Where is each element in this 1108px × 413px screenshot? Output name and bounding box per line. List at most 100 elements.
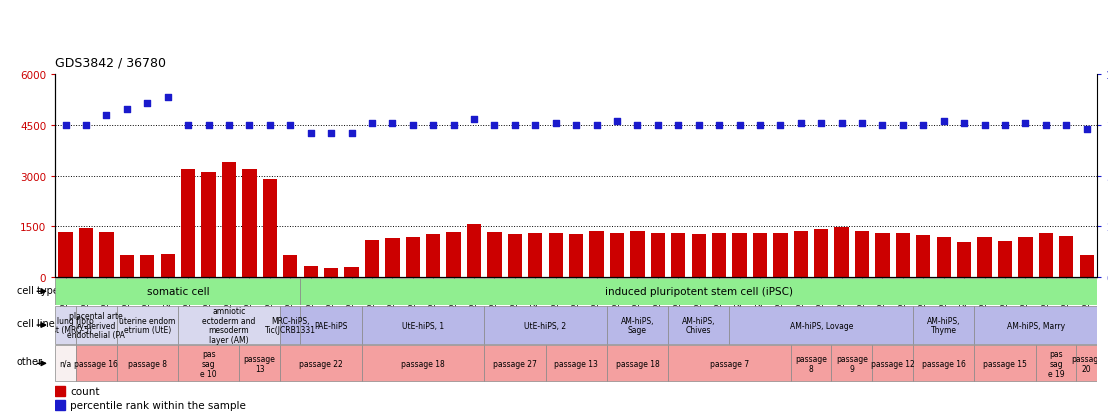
Point — [506, 122, 524, 129]
Bar — [668, 306, 729, 344]
Point — [363, 121, 381, 127]
Bar — [239, 346, 280, 381]
Point — [404, 122, 422, 129]
Point — [526, 122, 544, 129]
Bar — [484, 346, 545, 381]
Bar — [466, 224, 481, 278]
Bar — [875, 233, 890, 278]
Text: induced pluripotent stem cell (iPSC): induced pluripotent stem cell (iPSC) — [605, 287, 792, 297]
Point — [444, 122, 462, 129]
Bar — [361, 346, 484, 381]
Point — [567, 122, 585, 129]
Bar — [55, 400, 64, 410]
Bar — [671, 233, 686, 278]
Text: other: other — [17, 356, 42, 367]
Bar — [773, 233, 788, 278]
Bar — [814, 230, 829, 278]
Point — [281, 122, 299, 129]
Point — [301, 131, 319, 137]
Bar — [280, 346, 361, 381]
Bar — [280, 306, 300, 344]
Bar — [668, 346, 791, 381]
Point — [342, 131, 360, 137]
Bar — [872, 346, 913, 381]
Point — [138, 100, 156, 107]
Point — [1037, 122, 1055, 129]
Bar — [998, 241, 1013, 278]
Point — [935, 119, 953, 125]
Bar — [243, 170, 257, 278]
Bar — [447, 232, 461, 278]
Bar — [1038, 233, 1053, 278]
Text: passage
13: passage 13 — [244, 354, 276, 373]
Text: placental arte
ry-derived
endothelial (PA: placental arte ry-derived endothelial (P… — [68, 311, 125, 339]
Bar — [300, 306, 361, 344]
Bar — [913, 306, 974, 344]
Bar — [161, 254, 175, 278]
Bar — [630, 231, 645, 278]
Point — [1016, 121, 1034, 127]
Bar — [300, 278, 1097, 305]
Bar — [1077, 346, 1097, 381]
Bar — [284, 256, 297, 278]
Point — [57, 122, 74, 129]
Point — [996, 122, 1014, 129]
Bar — [263, 180, 277, 278]
Bar — [55, 306, 75, 344]
Point — [78, 122, 95, 129]
Text: cell type: cell type — [17, 285, 59, 295]
Bar — [895, 233, 910, 278]
Point — [710, 122, 728, 129]
Point — [751, 122, 769, 129]
Bar — [529, 234, 543, 278]
Text: passage 7: passage 7 — [710, 359, 749, 368]
Point — [976, 122, 994, 129]
Bar — [691, 234, 706, 278]
Bar — [55, 346, 75, 381]
Bar — [712, 233, 726, 278]
Bar — [345, 267, 359, 278]
Bar — [488, 232, 502, 278]
Text: passage 12: passage 12 — [871, 359, 914, 368]
Point — [199, 122, 217, 129]
Bar — [181, 170, 195, 278]
Text: passage 27: passage 27 — [493, 359, 537, 368]
Text: passage 16: passage 16 — [922, 359, 966, 368]
Text: count: count — [70, 386, 100, 396]
Text: amniotic
ectoderm and
mesoderm
layer (AM): amniotic ectoderm and mesoderm layer (AM… — [203, 306, 256, 344]
Point — [179, 122, 197, 129]
Bar — [75, 306, 116, 344]
Point — [730, 122, 748, 129]
Bar — [304, 267, 318, 278]
Bar — [427, 234, 440, 278]
Point — [220, 122, 238, 129]
Text: passage 18: passage 18 — [616, 359, 659, 368]
Bar — [120, 256, 134, 278]
Bar — [974, 346, 1036, 381]
Text: AM-hiPS, Marry: AM-hiPS, Marry — [1006, 321, 1065, 330]
Point — [649, 122, 667, 129]
Bar — [361, 306, 484, 344]
Bar — [55, 386, 64, 396]
Text: UtE-hiPS, 2: UtE-hiPS, 2 — [524, 321, 566, 330]
Text: passage 18: passage 18 — [401, 359, 445, 368]
Bar — [977, 238, 992, 278]
Point — [424, 122, 442, 129]
Text: somatic cell: somatic cell — [146, 287, 209, 297]
Point — [240, 122, 258, 129]
Point — [261, 122, 279, 129]
Bar — [1079, 256, 1094, 278]
Point — [1057, 122, 1075, 129]
Text: PAE-hiPS: PAE-hiPS — [315, 321, 348, 330]
Bar — [589, 231, 604, 278]
Bar — [791, 346, 831, 381]
Point — [158, 94, 176, 101]
Point — [669, 122, 687, 129]
Bar — [609, 233, 624, 278]
Text: n/a: n/a — [60, 359, 72, 368]
Bar — [916, 235, 931, 278]
Bar — [140, 256, 154, 278]
Point — [465, 116, 483, 123]
Text: passage
9: passage 9 — [835, 354, 868, 373]
Bar — [75, 346, 116, 381]
